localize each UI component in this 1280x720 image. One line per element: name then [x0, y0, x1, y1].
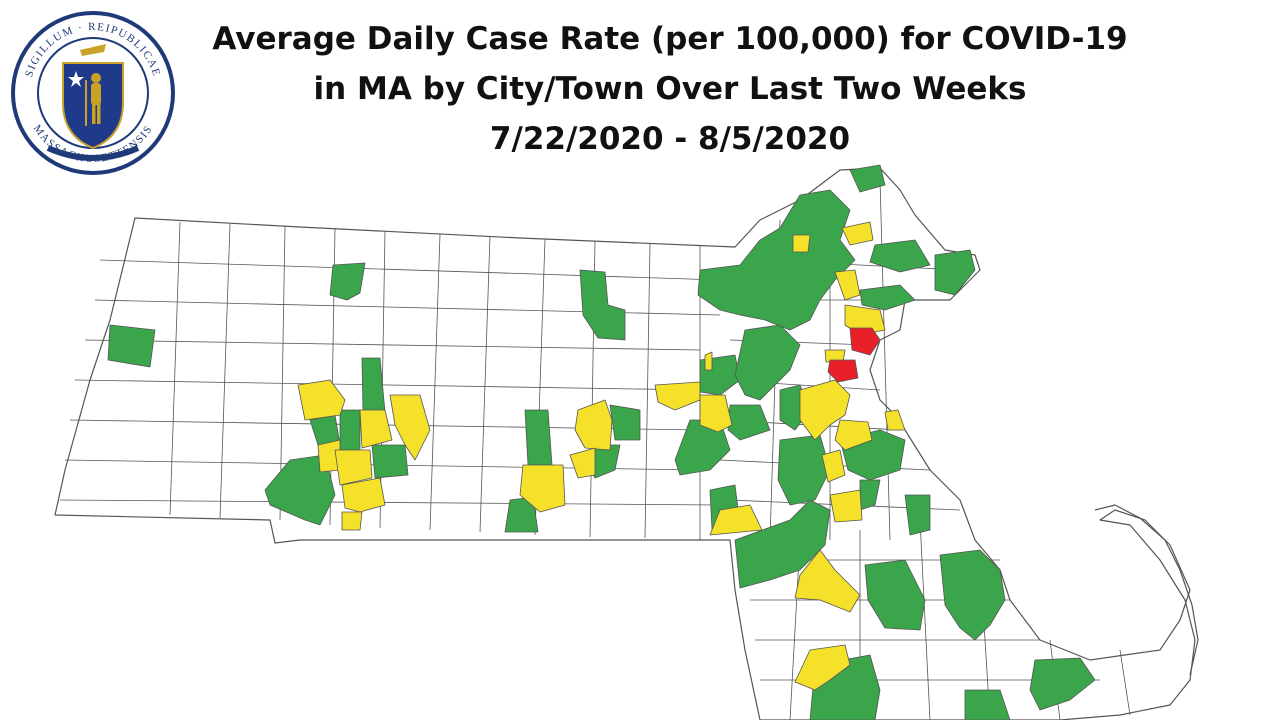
- green-towns: [107, 164, 1096, 720]
- title-date-range: 7/22/2020 - 8/5/2020: [489, 121, 851, 157]
- cape-cod-outline: [1094, 504, 1199, 676]
- state-outline: [54, 167, 1196, 720]
- page-title: Average Daily Case Rate (per 100,000) fo…: [170, 14, 1170, 164]
- title-line-2: in MA by City/Town Over Last Two Weeks: [313, 71, 1027, 107]
- massachusetts-seal-icon: SIGILLUM · REIPUBLICAE MASSACHUSETTENSIS: [11, 11, 175, 175]
- title-line-1: Average Daily Case Rate (per 100,000) fo…: [212, 21, 1128, 57]
- yellow-towns: [297, 221, 906, 691]
- red-towns: [827, 327, 881, 383]
